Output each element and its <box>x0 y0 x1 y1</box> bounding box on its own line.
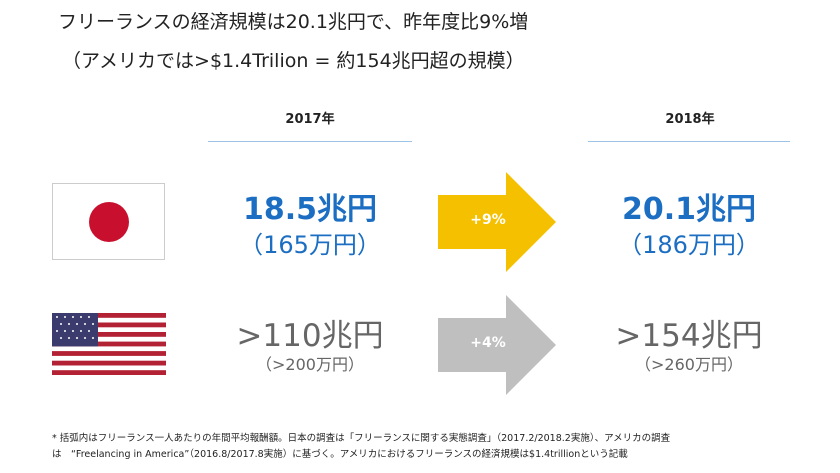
usa-2018-per-person: （>260万円） <box>635 355 743 374</box>
title-line-2: （アメリカでは>$1.4Trilion = 約154兆円超の規模） <box>62 50 525 72</box>
usa-flag-icon <box>52 313 166 375</box>
usa-2017-value: >110兆円 <box>236 318 384 354</box>
usa-growth-arrow: +4% <box>438 295 556 395</box>
usa-2018-value: >154兆円 <box>615 318 763 354</box>
japan-growth-label: +9% <box>470 212 506 228</box>
japan-flag-icon <box>52 183 165 260</box>
header-divider-2017 <box>208 141 412 142</box>
title-line-1: フリーランスの経済規模は20.1兆円で、昨年度比9%増 <box>58 11 529 33</box>
japan-growth-arrow: +9% <box>438 172 556 272</box>
japan-2017-per-person: （165万円） <box>239 231 381 259</box>
japan-2017-value: 18.5兆円 <box>242 192 378 227</box>
japan-2018-per-person: （186万円） <box>618 231 760 259</box>
usa-growth-label: +4% <box>470 335 506 351</box>
usa-2017-per-person: （>200万円） <box>256 355 364 374</box>
japan-2018-value: 20.1兆円 <box>621 192 757 227</box>
header-divider-2018 <box>588 141 790 142</box>
footnote-line-2: は “Freelancing in America”（2016.8/2017.8… <box>52 449 628 460</box>
header-2018: 2018年 <box>665 112 715 127</box>
footnote-line-1: * 括弧内はフリーランス一人あたりの年間平均報酬額。日本の調査は「フリーランスに… <box>52 433 671 444</box>
header-2017: 2017年 <box>285 112 335 127</box>
